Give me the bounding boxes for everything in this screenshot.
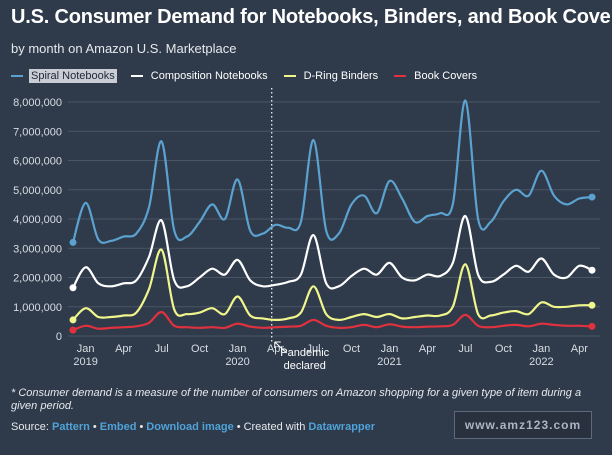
legend-label-spiral: Spiral Notebooks: [29, 69, 117, 83]
x-tick-label-1: Apr: [115, 343, 132, 355]
source-line: Source: Pattern • Embed • Download image • Cre…: [11, 421, 375, 433]
annotation-label-line2: declared: [284, 360, 326, 372]
legend-item-d-ring-binders[interactable]: D-Ring Binders: [283, 69, 381, 83]
y-tick-label-0: 0: [56, 331, 62, 343]
watermark: www.amz123.com: [454, 411, 592, 439]
legend-label-bookcovers: Book Covers: [414, 70, 478, 82]
chart-subtitle: by month on Amazon U.S. Marketplace: [11, 41, 237, 56]
legend-label-composition: Composition Notebooks: [150, 70, 268, 82]
x-tick-label-8: Jan: [381, 343, 399, 355]
x-year-label-4: 2020: [225, 356, 249, 368]
legend-item-composition-notebooks[interactable]: Composition Notebooks: [130, 69, 270, 83]
x-tick-label-2: Jul: [155, 343, 169, 355]
x-tick-label-6: Jul: [306, 343, 320, 355]
x-tick-label-10: Jul: [458, 343, 472, 355]
separator-1: •: [92, 421, 97, 433]
legend-item-spiral-notebooks[interactable]: Spiral Notebooks: [11, 69, 117, 83]
series-end-dot-book-covers: [588, 322, 596, 330]
pandemic-arrow-icon: [274, 341, 288, 354]
x-tick-label-9: Apr: [419, 343, 436, 355]
source-prefix: Source:: [11, 421, 49, 433]
y-tick-label-3: 3,000,000: [13, 243, 62, 255]
x-tick-label-12: Jan: [532, 343, 550, 355]
line-chart: 0 1,000,000 2,000,000 3,000,000 4,000,000 5,0…: [13, 88, 600, 372]
y-tick-label-7: 7,000,000: [13, 126, 62, 138]
series-start-dot-book-covers: [69, 326, 77, 334]
series-line-d-ring-binders: [72, 248, 593, 322]
x-year-label-8: 2021: [377, 356, 401, 368]
y-tick-label-2: 2,000,000: [13, 273, 62, 285]
series-line-composition-notebooks: [72, 214, 593, 290]
datawrapper-link[interactable]: Datawrapper: [308, 421, 376, 433]
separator-2: •: [139, 421, 144, 433]
x-tick-label-7: Oct: [343, 343, 360, 355]
x-tick-label-5: Apr: [267, 343, 284, 355]
chart-title: U.S. Consumer Demand for Notebooks, Bind…: [11, 6, 612, 28]
x-tick-label-3: Oct: [191, 343, 208, 355]
series-line-book-covers: [72, 310, 593, 332]
x-tick-label-4: Jan: [229, 343, 247, 355]
download-image-link[interactable]: Download image: [146, 421, 234, 433]
legend-swatch-composition: [130, 75, 143, 77]
x-year-label-0: 2019: [73, 356, 97, 368]
y-tick-label-4: 4,000,000: [13, 214, 62, 226]
x-year-label-12: 2022: [529, 356, 553, 368]
legend-item-book-covers[interactable]: Book Covers: [394, 69, 479, 83]
legend-swatch-bookcovers: [394, 75, 407, 77]
created-with-text: Created with: [243, 421, 306, 433]
x-tick-label-13: Apr: [571, 343, 588, 355]
footnote: * Consumer demand is a measure of the nu…: [11, 387, 582, 412]
series-end-dot-composition-notebooks: [588, 266, 596, 274]
embed-link[interactable]: Embed: [99, 421, 137, 433]
series-start-dot-composition-notebooks: [69, 284, 77, 292]
legend-swatch-spiral: [11, 75, 23, 77]
x-tick-label-0: Jan: [77, 343, 95, 355]
y-tick-label-6: 6,000,000: [13, 156, 62, 168]
x-tick-label-11: Oct: [495, 343, 512, 355]
pattern-link[interactable]: Pattern: [51, 421, 90, 433]
separator-3: •: [236, 421, 241, 433]
annotation-label-line1: Pandemic: [280, 347, 329, 359]
series-end-dot-spiral-notebooks: [588, 193, 596, 201]
series-start-dot-d-ring-binders: [69, 316, 77, 324]
series-start-dot-spiral-notebooks: [69, 238, 77, 246]
series-end-dot-d-ring-binders: [588, 301, 596, 309]
legend: Spiral Notebooks Composition Notebooks D…: [11, 67, 493, 85]
y-tick-label-5: 5,000,000: [13, 185, 62, 197]
legend-swatch-dring: [283, 75, 296, 77]
legend-label-dring: D-Ring Binders: [303, 70, 379, 82]
y-tick-label-8: 8,000,000: [13, 97, 62, 109]
series-line-spiral-notebooks: [71, 99, 593, 244]
y-tick-label-1: 1,000,000: [13, 302, 62, 314]
